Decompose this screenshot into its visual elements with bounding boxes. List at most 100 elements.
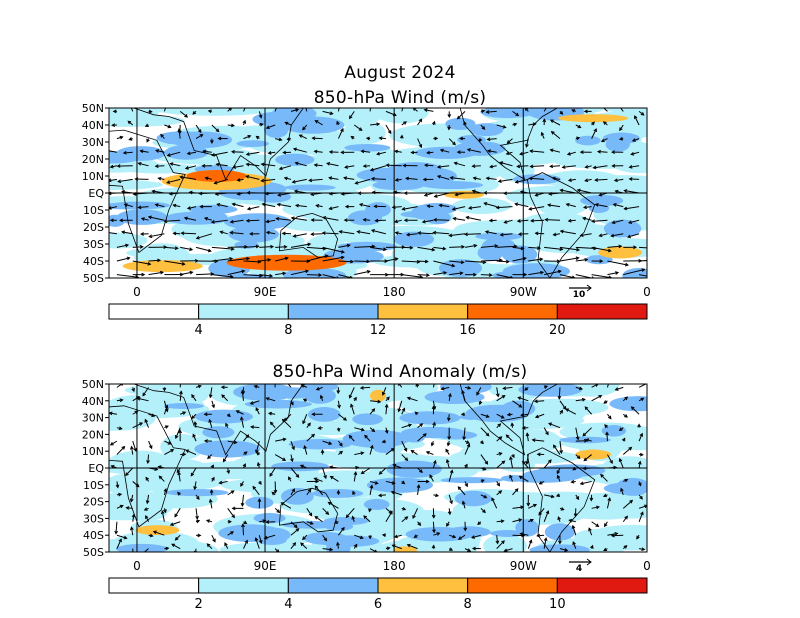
wind-arrow-head	[457, 486, 462, 491]
wind-arrow-head	[231, 506, 236, 511]
wind-arrow	[138, 206, 149, 209]
wind-arrow	[562, 165, 576, 168]
wind-arrow	[118, 178, 133, 183]
shade-cell	[459, 413, 483, 420]
wind-arrow	[164, 260, 185, 265]
wind-arrow	[370, 400, 381, 403]
wind-arrow	[187, 151, 197, 155]
wind-arrow	[468, 206, 481, 209]
wind-arrow-head	[406, 543, 411, 548]
wind-arrow-head	[404, 516, 409, 520]
wind-arrow-head	[109, 206, 112, 210]
wind-arrow-head	[257, 259, 262, 264]
wind-arrow-head	[145, 500, 150, 505]
wind-arrow	[171, 543, 181, 550]
wind-arrow-head	[480, 479, 485, 483]
wind-arrow-head	[552, 232, 557, 237]
wind-arrow	[306, 274, 322, 276]
wind-arrow	[496, 535, 499, 544]
wind-arrow	[259, 246, 274, 248]
shade-cell	[316, 535, 380, 547]
wind-arrow	[512, 488, 519, 496]
wind-arrow-head	[376, 151, 381, 156]
wind-arrow	[322, 440, 332, 445]
shade-cell	[140, 494, 210, 505]
wind-arrow	[205, 177, 212, 180]
wind-arrow-head	[172, 231, 177, 236]
wind-arrow	[259, 274, 273, 277]
wind-arrow-head	[517, 232, 522, 236]
wind-arrow-head	[405, 176, 410, 181]
wind-arrow-head	[609, 460, 613, 464]
shade-cell	[575, 135, 601, 146]
wind-arrow	[322, 548, 333, 551]
wind-arrow-head	[598, 192, 603, 197]
wind-arrow-head	[143, 507, 148, 511]
wind-arrow-head	[268, 411, 273, 416]
wind-arrow	[496, 540, 505, 549]
wind-arrow	[558, 387, 561, 399]
wind-arrow	[543, 538, 547, 549]
lon-label: 180	[383, 559, 406, 573]
shade-cell	[399, 411, 461, 425]
wind-arrow	[266, 397, 276, 402]
wind-arrow	[550, 119, 561, 126]
shade-cell-strong	[135, 525, 180, 536]
wind-arrow-head	[462, 436, 466, 441]
wind-arrow	[591, 521, 599, 527]
wind-arrow	[543, 427, 549, 435]
wind-arrow-head	[109, 178, 112, 183]
wind-arrow	[394, 534, 402, 538]
wind-arrow-head	[269, 472, 273, 477]
wind-arrow-head	[313, 163, 318, 168]
wind-arrow	[424, 164, 434, 167]
lat-label: EQ	[88, 462, 104, 475]
wind-arrow	[496, 395, 506, 402]
lon-label: 90E	[254, 285, 277, 299]
figure-title: August 2024	[344, 63, 456, 83]
wind-arrow-head	[556, 470, 561, 475]
wind-arrow-head	[576, 455, 581, 460]
wind-arrow	[376, 151, 387, 155]
wind-arrow-head	[459, 271, 464, 276]
wind-arrow-head	[538, 481, 543, 485]
wind-arrow-head	[125, 243, 130, 248]
wind-arrow-head	[370, 176, 375, 181]
wind-arrow-head	[233, 440, 238, 445]
wind-arrow-head	[112, 109, 117, 114]
wind-arrow-head	[399, 134, 404, 139]
wind-arrow	[312, 137, 323, 140]
wind-arrow	[163, 405, 168, 415]
wind-arrow-head	[537, 246, 542, 250]
wind-arrow	[258, 111, 262, 118]
wind-arrow-head	[536, 452, 541, 457]
wind-arrow	[607, 260, 629, 266]
panel-title-anomaly: 850-hPa Wind Anomaly (m/s)	[272, 362, 528, 382]
wind-arrow-head	[614, 387, 619, 391]
wind-arrow-head	[518, 404, 523, 408]
wind-arrow-head	[433, 459, 437, 464]
wind-arrow	[464, 233, 481, 235]
wind-arrow	[116, 505, 124, 509]
wind-arrow-head	[404, 457, 409, 462]
wind-arrow-head	[345, 514, 350, 519]
wind-arrow-head	[516, 164, 521, 169]
wind-arrow	[217, 203, 228, 208]
wind-arrow	[471, 534, 481, 539]
shade-cell	[223, 213, 291, 231]
wind-arrow-head	[639, 452, 644, 457]
wind-arrow-head	[177, 471, 181, 476]
wind-arrow-head	[271, 491, 276, 496]
wind-arrow-head	[339, 101, 342, 104]
wind-arrow-head	[485, 432, 490, 437]
wind-arrow	[349, 387, 355, 399]
wind-arrow	[401, 454, 408, 461]
wind-arrow	[519, 475, 529, 482]
wind-arrow-head	[339, 442, 343, 447]
wind-arrow-head	[460, 412, 465, 417]
wind-arrow-head	[394, 149, 399, 154]
wind-arrow	[434, 192, 450, 198]
wind-arrow	[173, 204, 181, 208]
wind-arrow	[322, 534, 327, 541]
wind-arrow-head	[473, 272, 477, 277]
